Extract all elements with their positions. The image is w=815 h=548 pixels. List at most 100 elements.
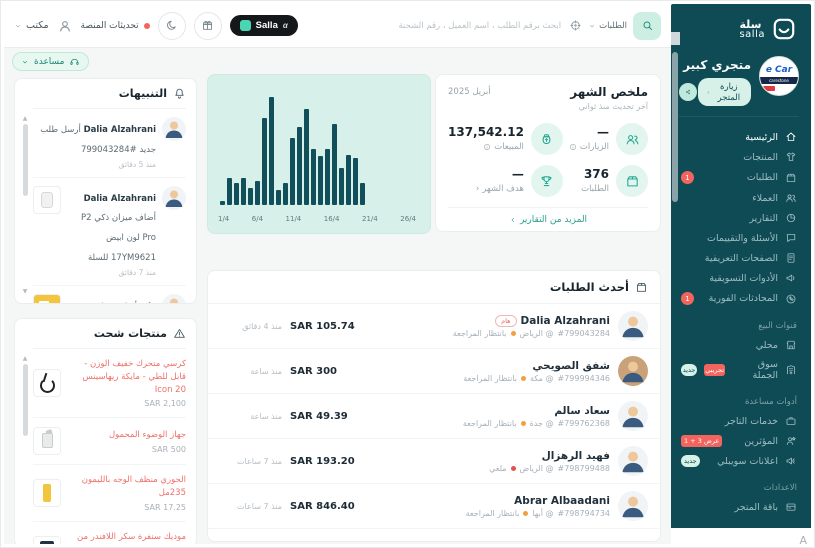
visit-store-button[interactable]: زيارة المتجر xyxy=(698,78,751,106)
sidebar-item[interactable]: سوق الجملة تجريبي جديد xyxy=(679,355,799,385)
sidebar-item[interactable]: الصفحات التعريفية xyxy=(679,248,799,268)
product-name: موديك سنفرة سكر اللافندر من موديك - 500 … xyxy=(77,531,186,542)
stat-item[interactable]: — الزيارات xyxy=(569,123,648,155)
customer-avatar xyxy=(618,401,648,431)
sidebar-item[interactable]: خدمات التاجر xyxy=(679,411,799,431)
sidebar-item[interactable]: العملاء xyxy=(679,188,799,208)
products-icon xyxy=(785,151,797,163)
stat-item[interactable]: 376 الطلبات xyxy=(569,165,648,197)
sidebar-item[interactable]: اعلانات سويبلي جديد xyxy=(679,451,799,471)
order-time: منذ 7 ساعات xyxy=(237,501,282,511)
notification-text: أرسل طلب جديد #799043284 xyxy=(40,125,156,155)
user-avatar[interactable] xyxy=(57,18,73,34)
x-tick-label: 21/4 xyxy=(362,215,378,223)
sidebar-item-label: الطلبات xyxy=(746,172,778,183)
sidebar-item[interactable]: التقارير xyxy=(679,208,799,228)
notification-item[interactable]: Dalia Alzahrani أرسل طلب جديد #799043284… xyxy=(33,109,186,178)
stat-value: — xyxy=(597,125,609,140)
corner-letter: A xyxy=(799,534,807,547)
chart-bar xyxy=(332,124,337,205)
share-store-button[interactable] xyxy=(679,83,697,101)
low-stock-item[interactable]: كرسي متحرك خفيف الوزن - قابل للطي - مايك… xyxy=(33,349,186,419)
sidebar-item[interactable]: الأسئلة والتقييمات xyxy=(679,228,799,248)
order-number: #798794734 xyxy=(557,508,610,518)
gift-button[interactable] xyxy=(193,11,222,40)
sidebar-group-title: أدوات مساعدة xyxy=(744,397,797,407)
customer-avatar xyxy=(618,356,648,386)
sidebar-item-label: التقارير xyxy=(749,212,778,224)
help-button[interactable]: مساعدة xyxy=(12,52,90,71)
sidebar-item-label: سوق الجملة xyxy=(752,359,778,381)
x-tick-label: 11/4 xyxy=(285,215,302,223)
sidebar-item[interactable]: المؤثرين عرض 3 + 1 xyxy=(679,431,799,451)
store-logo: e Car carestone xyxy=(759,56,799,96)
sidebar-item-label: المنتجات xyxy=(743,151,778,163)
sidebar-item[interactable]: المنتجات xyxy=(679,147,799,167)
chart-bars xyxy=(220,93,365,205)
goal-icon xyxy=(530,165,563,197)
order-row[interactable]: Dalia Alzahrani هام #799043284 @ الرياض … xyxy=(208,304,660,349)
x-tick-label: 26/4 xyxy=(400,215,416,223)
order-row[interactable]: سعاد سالم #799762368 @ جدة بانتظار المرا… xyxy=(208,394,660,439)
product-thumb xyxy=(33,369,61,398)
share-icon xyxy=(685,87,691,97)
bell-icon xyxy=(173,87,186,100)
more-reports-link[interactable]: المزيد من التقارير xyxy=(448,207,648,225)
salla-status-pill[interactable]: α Salla xyxy=(229,15,298,36)
scan-icon[interactable] xyxy=(569,19,582,32)
order-row[interactable]: شفق الصويحي #799994346 @ مكة بانتظار الم… xyxy=(208,349,660,394)
customer-name: Dalia Alzahrani xyxy=(520,314,610,327)
summary-title: ملخص الشهر xyxy=(570,85,648,99)
search-scope-dropdown[interactable]: الطلبات xyxy=(588,21,627,31)
office-label: مكتب xyxy=(26,20,49,31)
search-icon xyxy=(641,19,654,32)
sidebar-group-title: قنوات البيع xyxy=(758,321,797,331)
sidebar-item[interactable]: الأدوات التسويقية xyxy=(679,268,799,288)
order-row[interactable]: فهيد الرهزال #798799488 @ الرياض ملغي xyxy=(208,439,660,484)
office-dropdown[interactable]: مكتب xyxy=(14,20,49,31)
search-button[interactable] xyxy=(633,11,661,40)
notification-item[interactable]: Dalia Alzahrani أضاف ميزان ذكي P2 Pro لو… xyxy=(33,178,186,286)
sidebar-scroll-box[interactable] xyxy=(671,32,680,45)
sidebar-item[interactable]: باقة المتجر xyxy=(679,497,799,517)
sidebar-scrollbar[interactable] xyxy=(672,52,678,202)
low-stock-item[interactable]: الحوري منظف الوجه بالليمون 235مل SAR 17.… xyxy=(33,465,186,522)
store-logo-tag xyxy=(763,86,775,91)
orders-icon xyxy=(785,172,797,184)
chart-bar xyxy=(290,137,295,205)
salla-bag-icon xyxy=(771,16,797,42)
chart-bar xyxy=(255,181,260,205)
sales-chart: 1/4 6/4 11/4 16/4 21/4 26/4 xyxy=(207,74,431,234)
notification-item[interactable]: زائر أضاف جهاز رقمي لفحص نسبة الجلوكوز و… xyxy=(33,286,186,303)
sidebar-item-label: اعلانات سويبلي xyxy=(717,455,778,467)
stat-item[interactable]: — هدف الشهر ‹ xyxy=(448,165,563,197)
status-dot xyxy=(523,510,529,516)
order-total: SAR 105.74 xyxy=(290,320,355,332)
search-input[interactable] xyxy=(389,19,564,32)
sidebar-item[interactable]: محلي xyxy=(679,335,799,355)
period-selector[interactable]: أبريل 2025 xyxy=(448,87,491,97)
low-stock-scrollbar[interactable]: ▲ xyxy=(20,355,30,539)
sidebar-item[interactable]: الطلبات 1 xyxy=(679,167,799,188)
low-stock-list: كرسي متحرك خفيف الوزن - قابل للطي - مايك… xyxy=(33,349,186,544)
product-price: SAR 17.25 xyxy=(144,502,186,512)
order-row[interactable]: Abrar Albaadani #798794734 @ أبها بانتظا… xyxy=(208,484,660,529)
notification-time: منذ 7 دقائق xyxy=(118,267,156,277)
stat-item[interactable]: 137,542.12 المبيعات xyxy=(448,123,563,155)
dark-mode-button[interactable] xyxy=(157,11,186,40)
salla-pill-label: Salla xyxy=(255,20,278,31)
sidebar-item[interactable]: المحادثات الفورية 1 xyxy=(679,288,799,309)
product-name: جهاز الوضوء المحمول xyxy=(108,429,186,440)
sidebar-item[interactable]: الرئيسية xyxy=(679,127,799,147)
notifications-scrollbar[interactable]: ▲ ▼ xyxy=(22,115,28,295)
low-stock-item[interactable]: موديك سنفرة سكر اللافندر من موديك - 500 … xyxy=(33,522,186,544)
chart-bar xyxy=(227,178,232,205)
low-stock-item[interactable]: جهاز الوضوء المحمول SAR 500 xyxy=(33,418,186,466)
chart-bar xyxy=(339,168,344,205)
order-total: SAR 300 xyxy=(290,365,337,377)
status-dot xyxy=(510,330,516,336)
orders-header: أحدث الطلبات xyxy=(208,271,660,304)
chart-bar xyxy=(262,117,267,205)
platform-updates[interactable]: تحديثات المنصة xyxy=(81,21,150,31)
aside-column: التنبيهات ▲ ▼ Dalia Alzahrani أرسل طلب جد… xyxy=(14,78,197,544)
